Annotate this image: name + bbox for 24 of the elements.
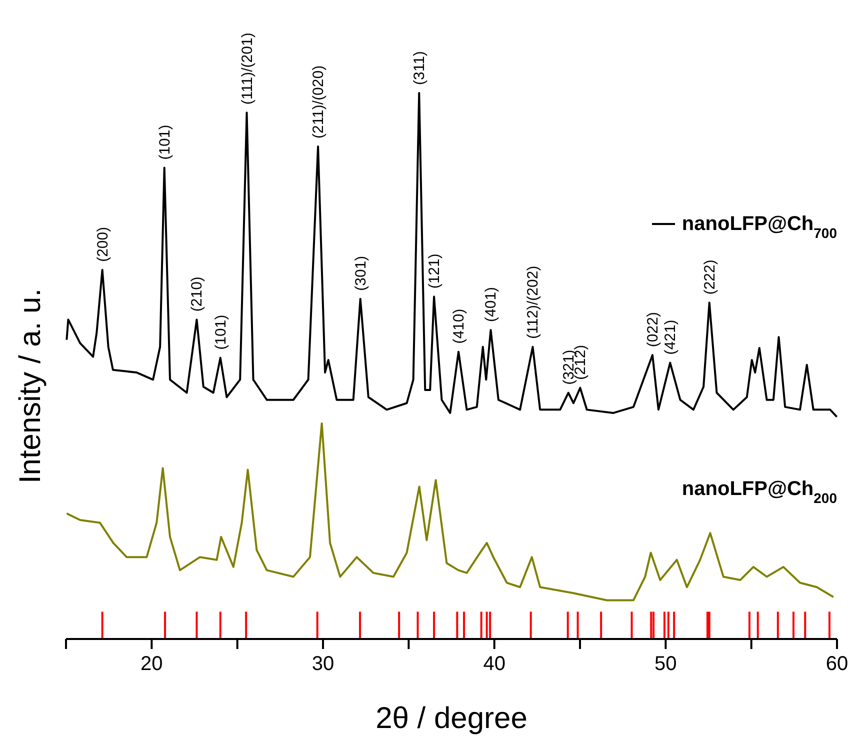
- annotation: (401): [482, 286, 500, 322]
- series-label: nanoLFP@Ch$_{200}$: [682, 478, 838, 506]
- annotation: (211)/(020): [310, 65, 328, 139]
- annotation: (101): [212, 314, 230, 350]
- annotation: (311): [411, 51, 428, 85]
- y-axis-title: Intensity / a. u.: [14, 288, 47, 484]
- x-axis-title: 2θ / degree: [376, 702, 528, 735]
- x-tick-label: 30: [312, 653, 334, 675]
- x-tick-label: 60: [826, 653, 848, 675]
- annotation: (301): [352, 256, 370, 291]
- annotation: (112)/(202): [524, 266, 542, 339]
- annotation: (200): [94, 226, 112, 262]
- annotation: (210): [188, 276, 206, 312]
- annotation: (410): [450, 308, 468, 344]
- x-tick-label: 50: [654, 653, 677, 675]
- annotation: (121): [426, 254, 444, 289]
- annotation: (022): [644, 312, 662, 348]
- x-tick-label: 20: [140, 653, 163, 675]
- annotation: (421): [662, 320, 680, 355]
- x-tick-label: 40: [483, 653, 506, 675]
- annotation: (101): [156, 124, 174, 160]
- annotation: (111)/(201): [238, 32, 256, 105]
- legend-label: nanoLFP@Ch$_{700}$: [682, 213, 838, 241]
- annotation: (222): [701, 260, 718, 295]
